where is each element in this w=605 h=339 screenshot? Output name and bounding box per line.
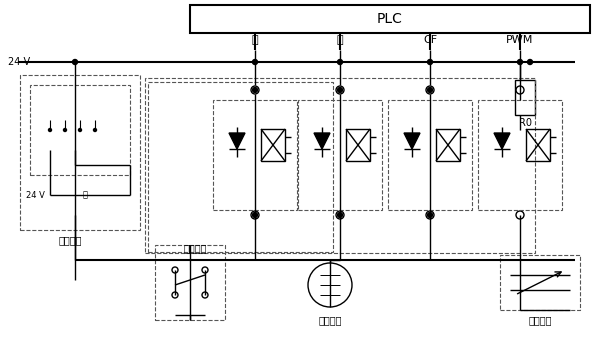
Bar <box>388 100 472 210</box>
Circle shape <box>338 213 342 218</box>
Bar <box>155 245 225 320</box>
Text: R0: R0 <box>518 118 532 128</box>
Text: 拉: 拉 <box>337 35 343 45</box>
Bar <box>148 82 333 252</box>
Polygon shape <box>229 133 245 149</box>
Text: 24 V: 24 V <box>25 191 44 199</box>
Bar <box>526 129 550 161</box>
Bar <box>213 100 297 210</box>
Circle shape <box>252 213 258 218</box>
Circle shape <box>48 128 51 132</box>
Bar <box>478 100 562 210</box>
Text: 24 V: 24 V <box>8 57 30 67</box>
Circle shape <box>73 60 77 64</box>
Text: 泵比例阀: 泵比例阀 <box>528 315 552 325</box>
Bar <box>500 255 580 310</box>
Bar <box>30 85 130 175</box>
Circle shape <box>64 128 67 132</box>
Polygon shape <box>494 133 510 149</box>
Bar <box>145 78 535 253</box>
Text: 应急开关: 应急开关 <box>183 243 207 253</box>
Circle shape <box>252 60 258 64</box>
Bar <box>261 129 285 161</box>
Circle shape <box>338 87 342 93</box>
Circle shape <box>428 60 433 64</box>
Polygon shape <box>314 133 330 149</box>
Polygon shape <box>404 133 420 149</box>
Text: 缩: 缩 <box>252 35 258 45</box>
Bar <box>20 75 140 230</box>
Text: PLC: PLC <box>377 12 403 26</box>
Circle shape <box>94 128 97 132</box>
Bar <box>346 129 370 161</box>
Circle shape <box>528 60 532 64</box>
Bar <box>515 80 535 115</box>
Text: 地: 地 <box>82 191 88 199</box>
Circle shape <box>428 213 433 218</box>
Circle shape <box>428 87 433 93</box>
Circle shape <box>517 60 523 64</box>
Bar <box>298 100 382 210</box>
Circle shape <box>338 60 342 64</box>
Circle shape <box>252 87 258 93</box>
Text: CF: CF <box>423 35 437 45</box>
Bar <box>436 129 460 161</box>
Text: 应急油门: 应急油门 <box>58 235 82 245</box>
Bar <box>190 5 590 33</box>
Circle shape <box>79 128 82 132</box>
Text: 油门电机: 油门电机 <box>318 315 342 325</box>
Text: PWM: PWM <box>506 35 534 45</box>
